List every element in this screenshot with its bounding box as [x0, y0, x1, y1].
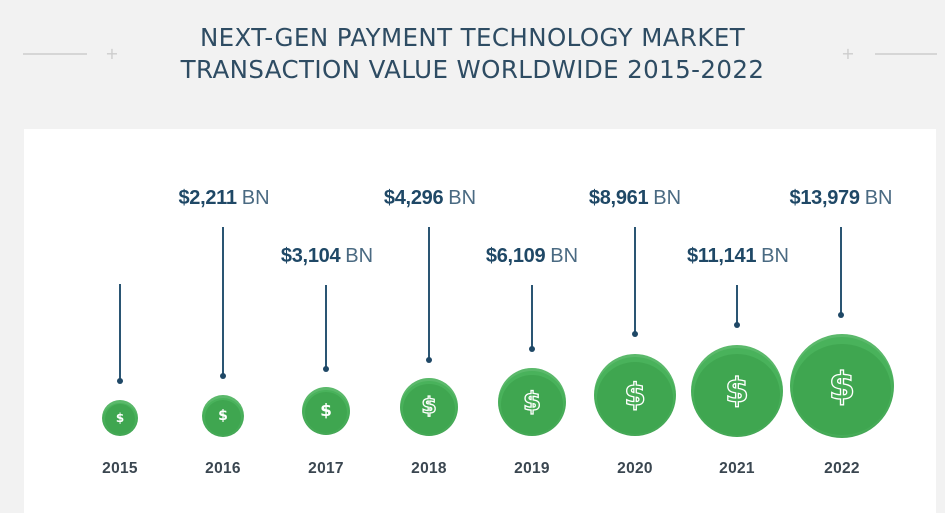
coin-face [597, 362, 673, 434]
value-stem [428, 227, 430, 360]
dollar-coin-icon: $ [202, 395, 244, 437]
stem-dot [734, 322, 740, 328]
value-amount: $8,961 [588, 187, 649, 209]
decorative-line-right [875, 53, 937, 55]
dollar-coin-icon: $ [102, 400, 138, 436]
stem-dot [529, 346, 535, 352]
dollar-sign-icon: $ [624, 376, 647, 413]
coin-face [305, 392, 347, 433]
value-label: $2,211 BN [178, 187, 269, 209]
value-label: $6,109 BN [486, 245, 578, 267]
dollar-coin-icon: $ [498, 368, 566, 436]
dollar-coin-icon: $ [594, 354, 676, 436]
coin-face [501, 375, 563, 434]
dollar-sign-icon: $ [828, 364, 856, 408]
value-stem [119, 284, 121, 381]
value-unit: BN [550, 245, 579, 267]
decorative-line-left [23, 53, 87, 55]
value-unit: BN [864, 187, 893, 209]
value-unit: BN [241, 187, 270, 209]
header: + NEXT-GEN PAYMENT TECHNOLOGY MARKET TRA… [0, 0, 945, 129]
dollar-coin-icon: $ [400, 378, 458, 436]
value-amount: $4,296 [383, 187, 444, 209]
dollar-coin-icon: $ [790, 334, 894, 438]
chart-panel [24, 129, 936, 513]
plus-icon-left: + [105, 44, 119, 63]
coin-face [793, 344, 891, 435]
value-label: $13,979 BN [790, 187, 893, 209]
page-title: NEXT-GEN PAYMENT TECHNOLOGY MARKET TRANS… [0, 22, 945, 86]
value-label: $11,141 BN [687, 245, 789, 267]
value-label: $3,104 BN [281, 245, 373, 267]
value-unit: BN [761, 245, 789, 267]
title-line-1: NEXT-GEN PAYMENT TECHNOLOGY MARKET [199, 23, 746, 52]
dollar-sign-icon: $ [320, 400, 332, 421]
coin-face [403, 384, 455, 434]
value-amount: $3,104 [280, 245, 341, 267]
value-unit: BN [448, 187, 477, 209]
title-line-2: TRANSACTION VALUE WORLDWIDE 2015-2022 [180, 55, 765, 84]
value-amount: $6,109 [485, 245, 546, 267]
value-unit: BN [345, 245, 374, 267]
value-stem [634, 227, 636, 334]
year-label: 2017 [308, 460, 344, 477]
value-stem [736, 285, 738, 325]
coin-face [694, 354, 780, 435]
dollar-coin-icon: $ [691, 345, 783, 437]
year-label: 2021 [719, 460, 755, 477]
value-amount: $13,979 [789, 187, 861, 209]
value-stem [840, 227, 842, 315]
stem-dot [838, 312, 844, 318]
year-label: 2022 [824, 460, 860, 477]
plus-icon-right: + [841, 44, 855, 63]
value-amount: $11,141 [687, 245, 757, 267]
stem-dot [117, 378, 123, 384]
value-stem [222, 227, 224, 376]
stem-dot [426, 357, 432, 363]
year-label: 2020 [617, 460, 653, 477]
stem-dot [632, 331, 638, 337]
dollar-sign-icon: $ [522, 387, 542, 417]
year-label: 2019 [514, 460, 550, 477]
stem-dot [220, 373, 226, 379]
stem-dot [323, 366, 329, 372]
value-label: $4,296 BN [384, 187, 476, 209]
dollar-sign-icon: $ [725, 371, 750, 411]
value-stem [325, 285, 327, 369]
value-stem [531, 285, 533, 349]
year-label: 2015 [102, 460, 138, 477]
coin-face [205, 400, 241, 435]
value-amount: $2,211 [178, 187, 237, 209]
dollar-sign-icon: $ [421, 394, 438, 419]
coin-face [105, 404, 135, 434]
year-label: 2016 [205, 460, 241, 477]
dollar-sign-icon: $ [115, 411, 125, 425]
value-label: $8,961 BN [589, 187, 681, 209]
dollar-coin-icon: $ [302, 387, 350, 435]
value-unit: BN [653, 187, 682, 209]
dollar-sign-icon: $ [218, 408, 228, 424]
year-label: 2018 [411, 460, 447, 477]
